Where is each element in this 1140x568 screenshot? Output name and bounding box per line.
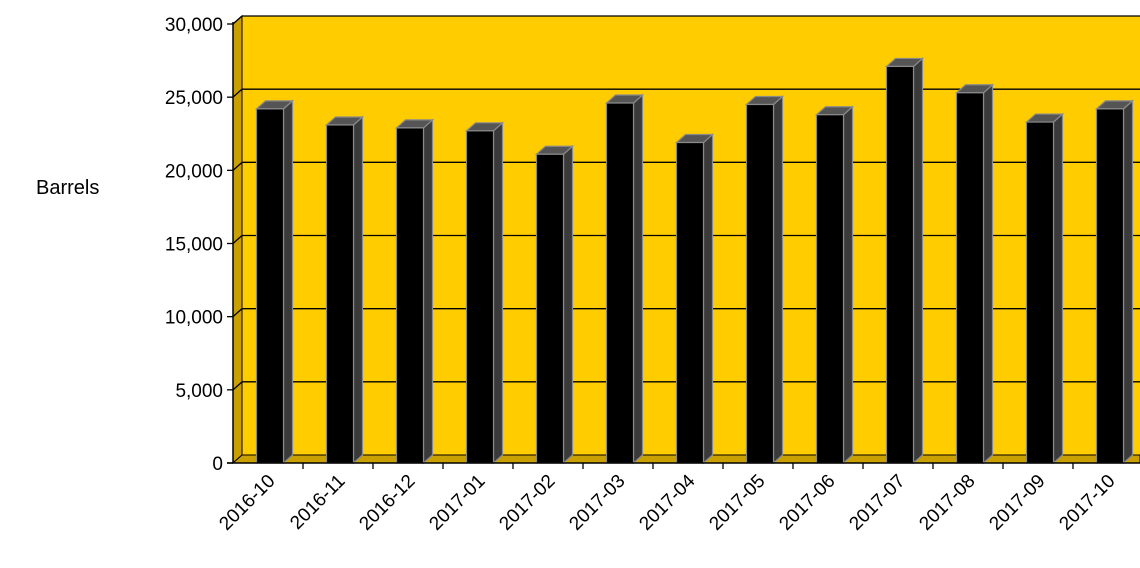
bar-front <box>745 103 775 464</box>
bar-front <box>325 124 355 464</box>
bar-side <box>562 144 574 465</box>
x-tick-label: 2017-07 <box>845 471 909 535</box>
x-tick-label: 2016-10 <box>215 471 279 535</box>
x-tick-label: 2017-04 <box>635 470 699 534</box>
bar-side <box>842 105 854 465</box>
bar <box>674 133 715 465</box>
bar-side <box>632 93 644 465</box>
y-tick-label: 5,000 <box>175 381 223 402</box>
y-tick-label: 10,000 <box>165 308 223 329</box>
bar-side <box>282 99 294 465</box>
bar <box>324 115 365 465</box>
y-tick-label: 0 <box>212 454 223 475</box>
bar <box>1094 99 1135 465</box>
gridline-side <box>232 381 243 391</box>
gridline-side <box>232 235 243 244</box>
y-tick-label: 30,000 <box>165 15 223 36</box>
bar-side <box>982 83 994 465</box>
x-tick-label: 2017-08 <box>915 471 979 535</box>
bar <box>954 83 995 465</box>
x-tick-label: 2016-12 <box>355 471 419 535</box>
x-tick-label: 2017-01 <box>425 471 489 535</box>
x-tick-label: 2017-02 <box>495 471 559 535</box>
bar <box>534 144 575 465</box>
gridline-side <box>232 88 243 98</box>
bar-front <box>675 141 705 464</box>
bar <box>814 105 855 465</box>
bar-front <box>885 65 915 464</box>
y-tick-label: 20,000 <box>165 161 223 182</box>
bar-front <box>465 130 495 464</box>
bar-front <box>815 114 845 464</box>
bar-front <box>255 108 285 464</box>
x-tick-label: 2017-05 <box>705 471 769 535</box>
bar-side <box>772 95 784 465</box>
bar-side <box>702 133 714 465</box>
x-tick-label: 2016-11 <box>286 471 349 534</box>
bar <box>1024 112 1065 465</box>
bar-side <box>1122 99 1134 465</box>
bar <box>884 57 925 465</box>
x-tick-label: 2017-06 <box>775 471 839 535</box>
bar-side <box>1052 112 1064 465</box>
bar-side <box>492 121 504 465</box>
bar-front <box>1025 121 1055 464</box>
bar-side <box>912 57 924 465</box>
bar <box>604 93 645 465</box>
bar-side <box>422 118 434 465</box>
axes <box>227 22 1140 469</box>
bar-front <box>955 92 985 464</box>
y-tick-labels: 0 5,000 10,000 15,000 20,000 25,000 30,000 <box>165 15 223 475</box>
bar-front <box>605 102 635 464</box>
gridline-side <box>232 15 243 25</box>
bar <box>744 95 785 465</box>
gridline-side <box>232 161 243 171</box>
gridline-side <box>232 308 243 318</box>
x-tick-label: 2017-10 <box>1055 471 1119 535</box>
y-tick-label: 15,000 <box>165 235 223 256</box>
bar-side <box>352 115 364 465</box>
bar-front <box>535 153 565 464</box>
x-tick-label: 2017-03 <box>565 471 629 535</box>
bar <box>464 121 505 465</box>
bar <box>394 118 435 465</box>
x-tick-label: 2017-09 <box>985 471 1049 535</box>
y-axis-title: Barrels <box>36 177 99 199</box>
x-tick-labels: 2016-10 2016-11 2016-12 2017-01 2017-02 2017-… <box>215 470 1119 534</box>
bar-front <box>395 127 425 464</box>
bar <box>254 99 295 465</box>
bar-front <box>1095 108 1125 464</box>
y-tick-label: 25,000 <box>165 88 223 109</box>
bars <box>254 57 1135 465</box>
